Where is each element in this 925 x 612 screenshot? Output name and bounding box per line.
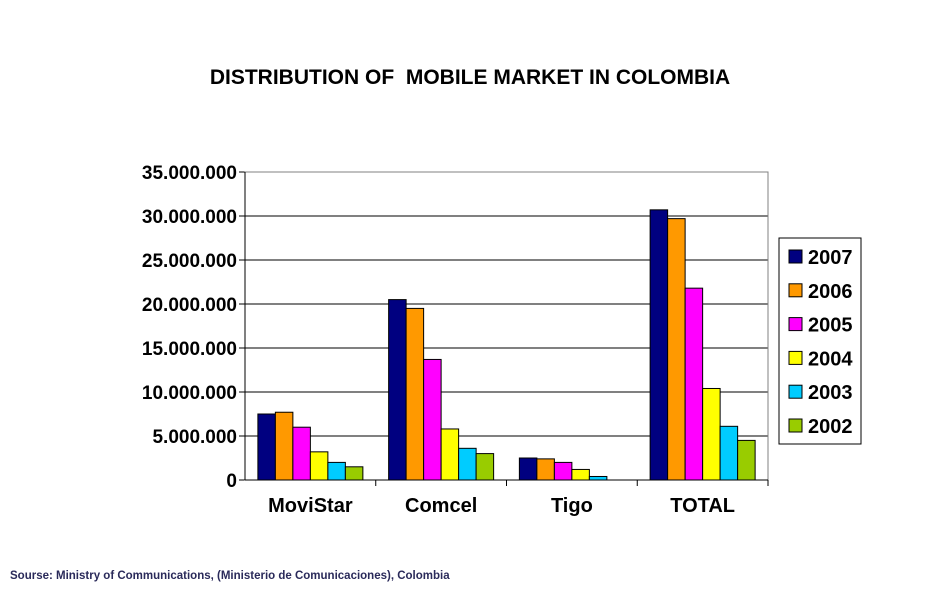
y-tick-label: 0 <box>226 471 237 492</box>
bars <box>257 209 756 481</box>
legend-swatch <box>788 249 803 264</box>
bar-comcel-2004 <box>440 428 460 481</box>
bar-total-2007 <box>649 209 669 481</box>
legend-label: 2005 <box>808 315 853 337</box>
bar-total-2004 <box>702 387 721 481</box>
legend-label: 2004 <box>808 348 853 370</box>
legend-box <box>778 237 862 445</box>
legend-label: 2006 <box>808 281 853 303</box>
bar-comcel-2002 <box>475 453 495 481</box>
bar-tigo-2007 <box>518 457 538 481</box>
bar-comcel-2003 <box>458 447 477 481</box>
y-tick-label: 15.000.000 <box>142 339 237 360</box>
legend-label: 2002 <box>808 416 853 438</box>
bar-tigo-2003 <box>588 475 608 481</box>
x-tick-label: Tigo <box>551 495 593 517</box>
legend-label: 2003 <box>808 382 853 404</box>
x-axis-ticks: MoviStar Comcel Tigo TOTAL <box>268 495 735 517</box>
y-tick-label: 20.000.000 <box>142 295 237 316</box>
y-tick-label: 10.000.000 <box>142 383 237 404</box>
bar-comcel-2005 <box>423 358 442 481</box>
legend: 2007 2006 2005 2004 2003 2002 <box>778 237 862 445</box>
bar-movistar-2003 <box>327 461 346 481</box>
legend-swatch <box>788 418 803 433</box>
x-tick-label: TOTAL <box>670 495 735 517</box>
bar-movistar-2005 <box>292 426 311 481</box>
y-tick-label: 25.000.000 <box>142 251 237 272</box>
bar-total-2006 <box>667 218 686 481</box>
bar-comcel-2006 <box>405 307 425 481</box>
axes <box>239 171 769 486</box>
y-axis-ticks: 0 5.000.000 10.000.000 15.000.000 20.000.000… <box>142 163 237 492</box>
legend-swatch <box>788 317 803 332</box>
bar-movistar-2002 <box>344 466 364 481</box>
bar-movistar-2007 <box>257 413 276 481</box>
legend-swatch <box>788 384 803 399</box>
bar-tigo-2005 <box>553 461 573 481</box>
bar-comcel-2007 <box>388 299 407 481</box>
x-tick-label: Comcel <box>405 495 477 517</box>
bar-total-2005 <box>684 287 704 481</box>
y-tick-label: 5.000.000 <box>152 427 237 448</box>
bar-tigo-2004 <box>571 468 590 481</box>
x-tick-label: MoviStar <box>268 495 353 517</box>
bar-tigo-2006 <box>536 458 555 481</box>
chart-title: DISTRIBUTION OF MOBILE MARKET IN COLOMBI… <box>209 66 731 89</box>
bar-movistar-2006 <box>274 411 294 481</box>
bar-movistar-2004 <box>309 451 329 481</box>
y-tick-label: 30.000.000 <box>142 207 237 228</box>
legend-label: 2007 <box>808 247 853 269</box>
legend-swatch <box>788 283 803 298</box>
bar-total-2002 <box>737 439 756 481</box>
bar-total-2003 <box>719 425 739 481</box>
y-tick-label: 35.000.000 <box>142 163 237 184</box>
legend-swatch <box>788 350 803 365</box>
source-note: Sourse: Ministry of Communications, (Min… <box>10 570 450 582</box>
